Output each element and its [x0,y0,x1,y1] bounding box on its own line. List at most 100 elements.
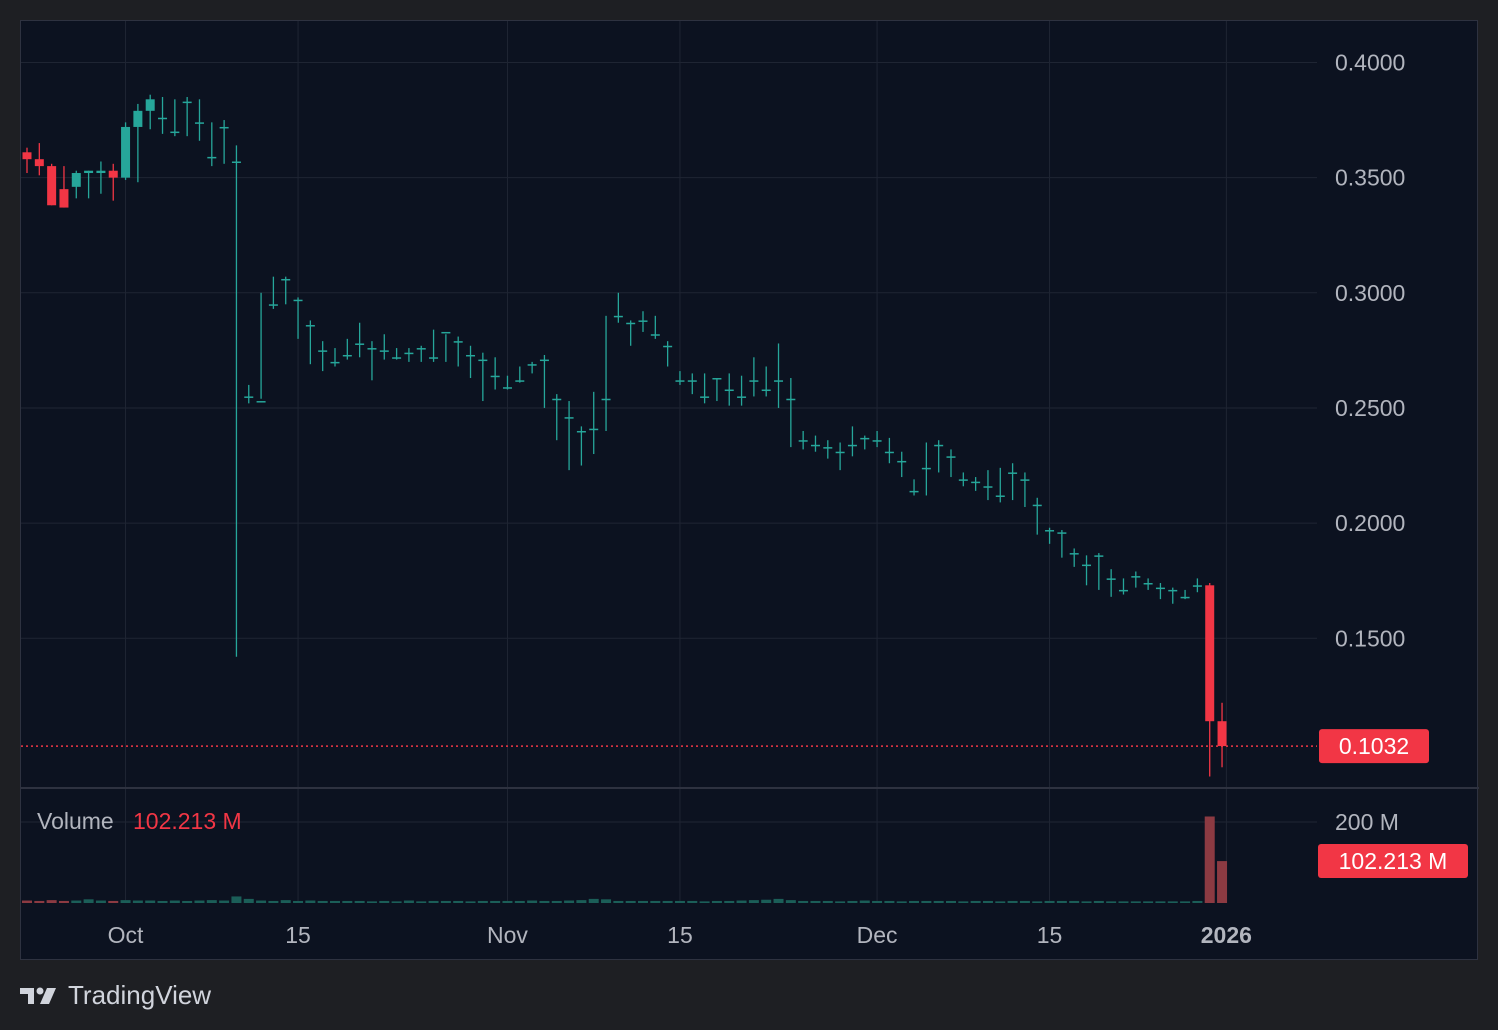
time-tick-label: Nov [487,922,528,948]
candle-body [71,173,81,187]
volume-bar [1056,900,1067,903]
candle-body [860,437,870,440]
candle-body [96,170,106,174]
price-tick-label: 0.2000 [1335,510,1405,536]
volume-bar [416,901,427,903]
volume-bar [699,901,710,903]
volume-bar [1217,861,1228,903]
candle-body [1118,589,1128,592]
volume-bar [391,901,402,903]
candle-body [650,334,660,336]
candle-body [22,152,32,160]
candle-body [1032,504,1042,507]
chart-frame[interactable]: 0.4000 0.3500 0.3000 0.2500 0.2000 0.1500 0.1… [20,20,1479,961]
candle-body [1069,553,1079,555]
volume-bar [601,899,612,903]
candle-body [515,380,525,382]
volume-bar [22,900,32,903]
volume-bar [280,900,291,903]
tradingview-logo[interactable]: TradingView [20,980,211,1011]
candle-body [490,375,500,378]
candle-body [1020,479,1030,481]
volume-bar [1069,900,1080,903]
volume-bar [243,898,254,903]
candle-body [182,101,192,104]
volume-bar [1155,901,1166,903]
time-tick-label: 15 [1037,922,1063,948]
candle-body [281,278,291,281]
candle-body [576,430,586,433]
volume-bar [305,900,316,903]
candle-body [502,387,512,389]
candle-body [453,341,463,343]
candle-body [798,440,808,442]
candle-body [207,156,217,159]
candlestick-chart[interactable]: 0.4000 0.3500 0.3000 0.2500 0.2000 0.1500 0.1… [21,21,1479,961]
candle-body [687,380,697,382]
volume-bar [256,900,267,903]
volume-bar [219,900,230,903]
volume-bar [157,900,168,903]
volume-bar [379,900,390,903]
candle-body [921,467,931,470]
price-tick-label: 0.1500 [1335,625,1405,651]
candle-body [995,495,1005,497]
volume-bar [1180,901,1191,903]
candles [22,94,1227,777]
volume-bar [564,900,575,903]
candle-body [231,161,241,164]
volume-bar [711,900,722,903]
volume-bar [946,900,956,903]
time-tick-label: 15 [285,922,311,948]
volume-bar [1019,900,1030,903]
volume-bar [58,900,69,903]
candle-body [589,428,599,431]
candle-body [170,131,180,134]
candle-body [429,357,439,359]
candle-body [355,343,365,345]
candle-body [478,359,488,362]
candle-body [663,345,673,348]
volume-bar [1192,900,1203,903]
candle-body [244,396,254,398]
volume-bar [71,900,82,903]
candle-body [293,299,303,302]
candle-body [268,304,278,306]
volume-bar [551,900,562,903]
candle-body [958,479,968,481]
volume-bar [1093,900,1104,903]
candle-body [884,451,894,454]
candle-body [59,189,69,208]
volume-bar [231,896,242,903]
candle-body [774,380,784,382]
candle-body [638,320,648,322]
tradingview-logo-icon [20,987,56,1004]
candle-body [34,159,44,167]
volume-bar [366,901,377,903]
volume-bar [514,900,525,903]
candle-body [108,170,118,178]
candle-body [626,322,636,325]
candle-body [1045,530,1055,532]
candle-body [552,398,562,401]
volume-bar [1007,900,1018,903]
volume-bar [206,900,217,903]
candle-body [983,486,993,488]
price-tick-label: 0.3500 [1335,165,1405,191]
volume-bar [884,900,895,903]
volume-bar [625,900,636,903]
volume-last-label: 102.213 M [1339,848,1448,874]
volume-bar [1167,901,1178,903]
last-price-label: 0.1032 [1339,733,1409,759]
volume-scale-label: 200 M [1335,809,1399,835]
candle-body [133,110,143,127]
volume-bar [576,900,587,903]
candle-body [1143,583,1153,585]
candle-body [1094,555,1104,557]
candle-body [1155,587,1165,590]
candle-body [1192,585,1202,587]
grid-lines [21,21,1317,903]
volume-bars [22,816,1228,903]
volume-bar [490,900,501,903]
candle-body [256,401,266,403]
